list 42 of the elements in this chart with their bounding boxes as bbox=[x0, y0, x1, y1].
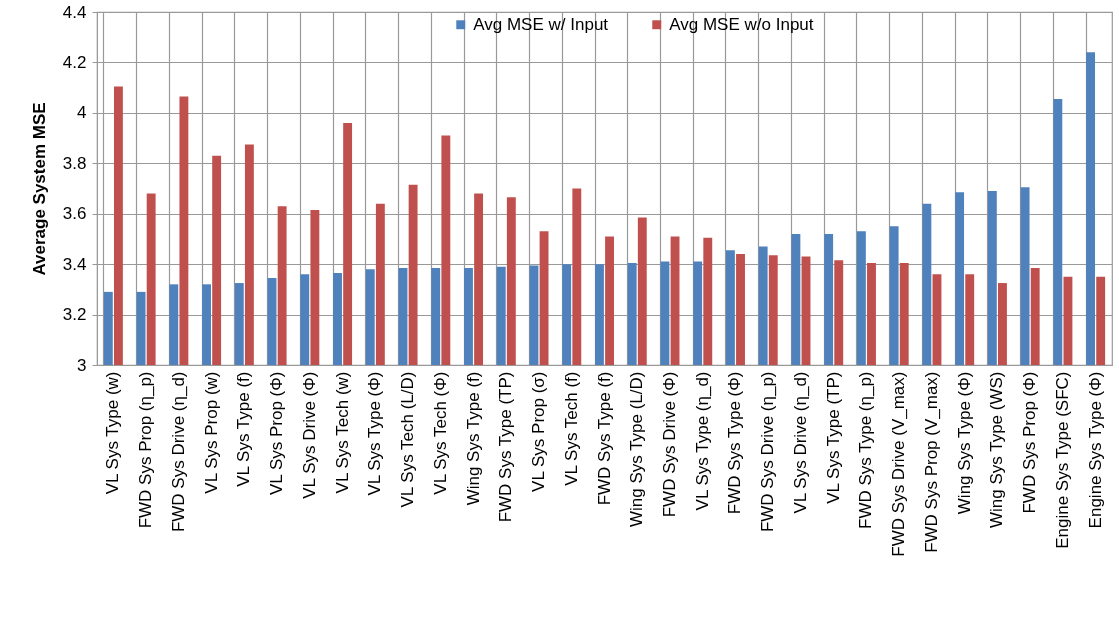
y-tick-label: 3 bbox=[77, 355, 87, 375]
x-tick-label: Wing Sys Type (Φ) bbox=[954, 371, 974, 515]
x-tick-label: VL Sys Type (η_d) bbox=[692, 371, 712, 511]
x-tick-label: VL Sys Prop (σ) bbox=[529, 371, 549, 492]
x-tick-label: FWD Sys Prop (V_max) bbox=[921, 371, 941, 553]
x-tick-label: VL Sys Tech (Φ) bbox=[430, 371, 450, 495]
x-tick-label: Wing Sys Type (f) bbox=[463, 371, 483, 506]
x-tick-label: FWD Sys Type (f) bbox=[594, 371, 614, 506]
x-tick-label: VL Sys Type (w) bbox=[103, 371, 123, 495]
x-tick-label: VL Sys Prop (Φ) bbox=[267, 371, 287, 495]
x-tick-label: FWD Sys Type (Φ) bbox=[725, 371, 745, 515]
y-tick-label: 3.2 bbox=[62, 305, 87, 325]
x-tick-label: FWD Sys Prop (Φ) bbox=[1020, 371, 1040, 514]
x-tick-label: FWD Sys Prop (η_p) bbox=[136, 371, 156, 529]
x-tick-label: Engine Sys Type (SFC) bbox=[1052, 371, 1072, 549]
x-tick-label: VL Sys Drive (Φ) bbox=[299, 371, 319, 499]
x-tick-label: FWD Sys Drive (η_p) bbox=[758, 371, 778, 533]
y-tick-label: 3.6 bbox=[62, 204, 87, 224]
y-tick-label: 4.2 bbox=[62, 52, 87, 72]
x-tick-label: FWD Sys Drive (V_max) bbox=[889, 371, 909, 557]
x-tick-label: VL Sys Type (TP) bbox=[823, 371, 843, 504]
x-tick-label: Wing Sys Type (L/D) bbox=[627, 371, 647, 528]
y-tick-label: 4 bbox=[77, 103, 87, 123]
x-tick-label: FWD Sys Type (TP) bbox=[496, 371, 516, 523]
y-tick-label: 4.4 bbox=[62, 2, 87, 22]
x-tick-label: Engine Sys Type (Φ) bbox=[1085, 371, 1105, 529]
x-tick-label: VL Sys Type (Φ) bbox=[365, 371, 385, 496]
legend-label: Avg MSE w/ Input bbox=[473, 14, 609, 34]
y-axis-title: Average System MSE bbox=[29, 102, 49, 276]
y-tick-label: 3.8 bbox=[62, 153, 87, 173]
x-tick-label: VL Sys Type (f) bbox=[234, 371, 254, 487]
x-tick-label: Wing Sys Type (WS) bbox=[987, 371, 1007, 528]
x-tick-label: FWD Sys Drive (Φ) bbox=[659, 371, 679, 518]
x-tick-label: VL Sys Tech (f) bbox=[561, 371, 581, 486]
y-tick-label: 3.4 bbox=[62, 254, 87, 274]
legend-label: Avg MSE w/o Input bbox=[669, 14, 814, 34]
x-tick-label: VL Sys Tech (w) bbox=[332, 371, 352, 494]
x-tick-label: FWD Sys Drive (η_d) bbox=[168, 371, 188, 533]
x-tick-label: VL Sys Prop (w) bbox=[201, 371, 221, 494]
x-tick-label: FWD Sys Type (η_p) bbox=[856, 371, 876, 529]
x-tick-label: VL Sys Tech (L/D) bbox=[398, 371, 418, 508]
x-tick-label: VL Sys Drive (η_d) bbox=[790, 371, 810, 514]
